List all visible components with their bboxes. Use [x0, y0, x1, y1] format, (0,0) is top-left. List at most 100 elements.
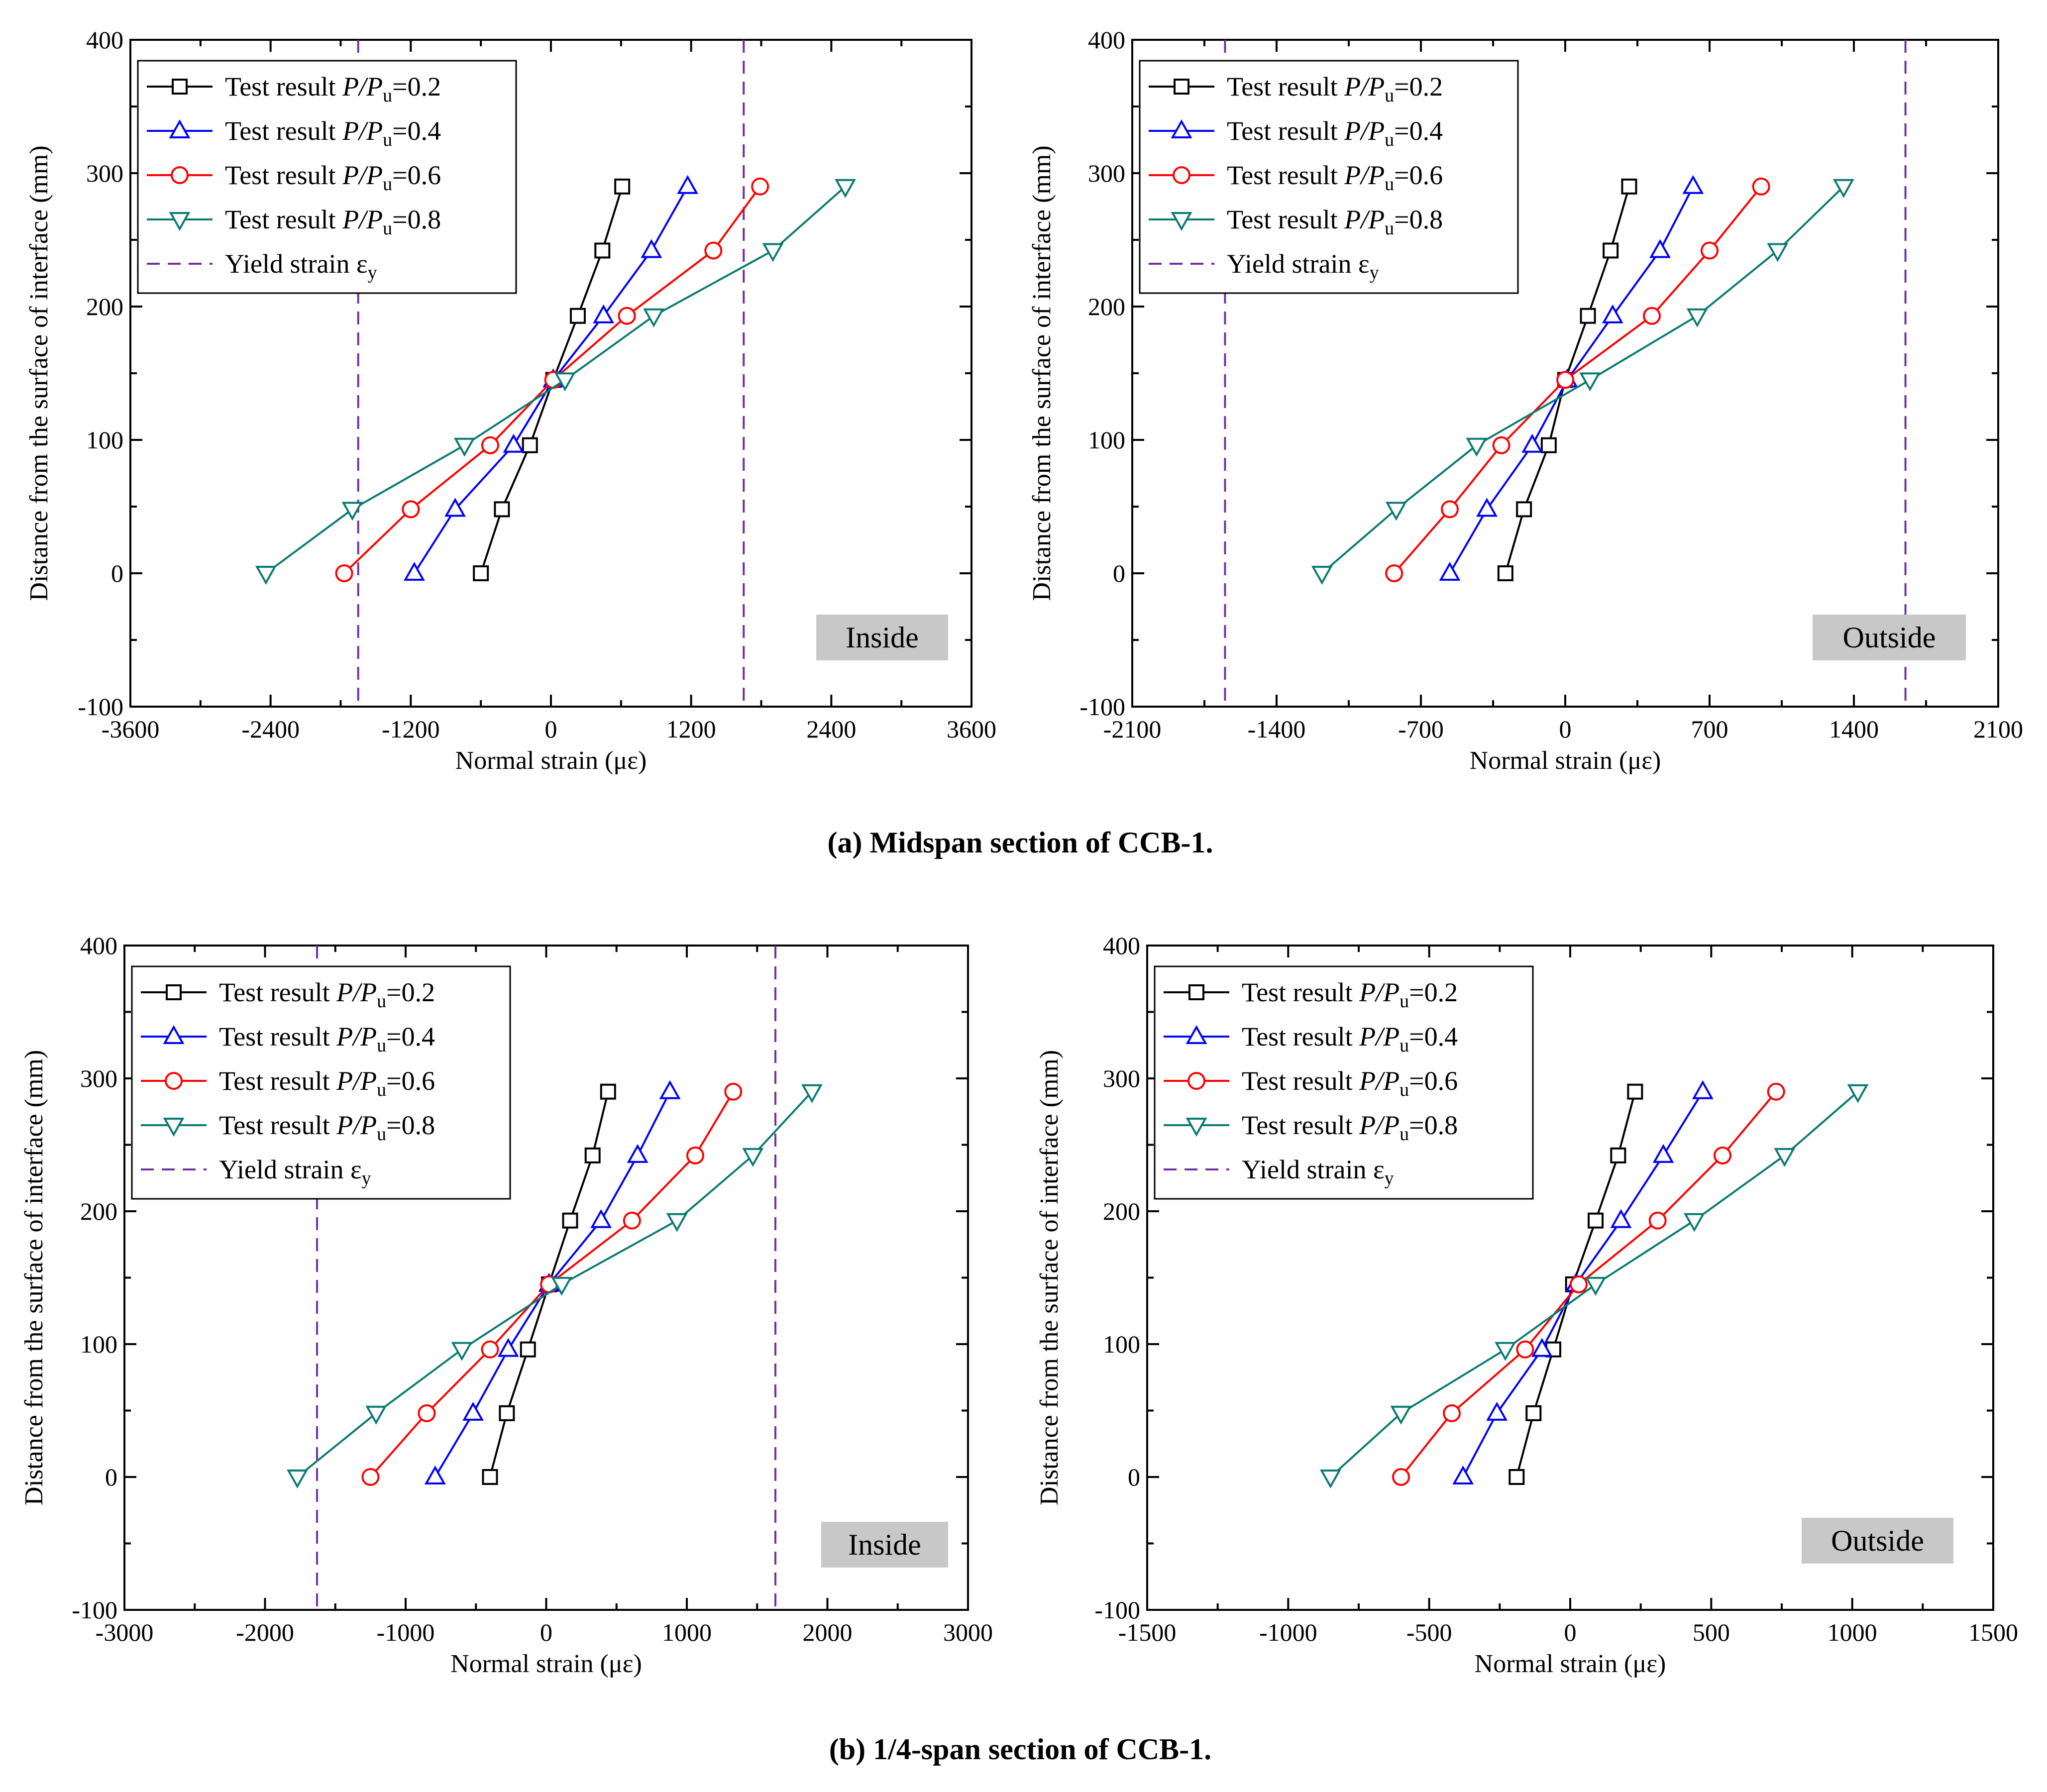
legend-label: Test result P/Pu=0.4 [219, 1022, 435, 1056]
legend-ratio-symbol: P/P [342, 116, 383, 146]
legend-prefix: Test result [1227, 160, 1344, 190]
x-tick-label: 3600 [947, 715, 996, 743]
legend-ratio-value: =0.6 [386, 1066, 435, 1096]
legend-ratio-value: =0.2 [392, 72, 441, 102]
legend-prefix: Test result [1242, 1110, 1359, 1140]
x-axis-title: Normal strain (με) [1470, 746, 1661, 775]
legend-ratio-value: =0.2 [1394, 72, 1443, 102]
legend-ratio-subscript: u [383, 174, 392, 195]
data-point-triangle-up [163, 1025, 185, 1044]
x-axis-title: Normal strain (με) [1475, 1650, 1666, 1678]
legend-yield-subscript: y [368, 262, 377, 283]
data-point-circle [1187, 1072, 1205, 1090]
y-tick-label: 200 [1103, 1197, 1140, 1225]
y-tick-label: 100 [80, 1330, 117, 1358]
legend-label: Test result P/Pu=0.8 [225, 205, 441, 239]
data-point-circle [724, 1082, 743, 1101]
legend-item: Test result P/Pu=0.6 [1149, 160, 1443, 195]
data-point-circle [1385, 564, 1403, 582]
data-point-triangle-up [1185, 1025, 1207, 1044]
y-tick-label: -100 [1079, 693, 1125, 721]
legend-item: Test result P/Pu=0.6 [147, 160, 441, 195]
chart-panels: -3600 -2400 -1200 0 1200 2400 3600-10001002003… [20, 26, 2023, 1678]
legend-ratio-subscript: u [377, 1124, 386, 1145]
data-point-triangle-down [365, 1405, 387, 1425]
data-point-circle [361, 1468, 380, 1486]
legend-item: Test result P/Pu=0.4 [141, 1022, 435, 1056]
data-point-triangle-down [742, 1148, 764, 1167]
data-point-square [166, 984, 182, 1000]
legend-label: Test result P/Pu=0.2 [1242, 977, 1458, 1012]
data-point-triangle-up [1692, 1080, 1714, 1099]
x-tick-label: 2400 [806, 715, 856, 743]
legend-prefix: Test result [1242, 977, 1359, 1007]
legend-prefix: Test result [225, 205, 342, 234]
legend-ratio-subscript: u [1400, 1079, 1409, 1100]
legend-ratio-symbol: P/P [336, 977, 377, 1007]
legend-ratio-symbol: P/P [342, 205, 383, 234]
data-point-triangle-down [551, 1276, 572, 1296]
data-point-triangle-up [497, 1338, 519, 1357]
data-point-circle [686, 1146, 704, 1164]
legend-prefix: Test result [225, 72, 342, 102]
data-point-circle [704, 241, 723, 260]
x-tick-label: -1500 [1118, 1618, 1177, 1646]
data-point-circle [1492, 436, 1510, 454]
data-point-square [1188, 984, 1204, 1000]
data-point-triangle-down [341, 502, 363, 521]
legend-ratio-subscript: u [383, 85, 392, 106]
data-point-triangle-down [287, 1470, 308, 1489]
data-point-square [562, 1212, 578, 1229]
data-point-circle [1516, 1340, 1534, 1359]
legend-yield-label: Yield strain ε [219, 1155, 362, 1184]
x-tick-label: -3000 [96, 1618, 154, 1646]
data-point-triangle-up [169, 119, 191, 138]
data-point-triangle-up [1531, 1338, 1553, 1357]
data-point-triangle-up [677, 175, 699, 194]
legend-label-yield: Yield strain εy [1242, 1155, 1394, 1189]
data-point-triangle-up [1452, 1465, 1474, 1484]
data-point-triangle-up [641, 239, 662, 258]
data-point-square [1508, 1469, 1525, 1485]
legend-item: Test result P/Pu=0.6 [1164, 1066, 1458, 1100]
legend-ratio-subscript: u [377, 991, 386, 1012]
legend-ratio-symbol: P/P [336, 1022, 377, 1052]
data-point-square [1174, 79, 1189, 95]
data-point-circle [1714, 1146, 1731, 1164]
legend-label: Test result P/Pu=0.6 [1227, 160, 1443, 195]
legend-ratio-value: =0.8 [386, 1110, 435, 1140]
data-point-circle [418, 1404, 436, 1422]
x-tick-label: 3000 [943, 1618, 993, 1646]
data-point-square [1540, 437, 1557, 453]
x-tick-label: 1200 [666, 715, 716, 743]
legend-prefix: Test result [219, 977, 336, 1007]
legend-ratio-symbol: P/P [1359, 1110, 1400, 1140]
data-point-triangle-down [835, 179, 856, 198]
data-point-square [614, 178, 631, 195]
legend-item: Test result P/Pu=0.8 [1164, 1110, 1458, 1145]
data-point-triangle-down [451, 1342, 473, 1361]
x-tick-label: -3600 [102, 715, 160, 743]
y-tick-label: 300 [1103, 1064, 1140, 1092]
legend-ratio-value: =0.6 [1394, 160, 1443, 190]
panel-badge-bg [1802, 1518, 1953, 1564]
legend-label: Test result P/Pu=0.4 [1227, 116, 1443, 150]
legend-ratio-value: =0.8 [1409, 1110, 1458, 1140]
x-tick-label: 2000 [803, 1618, 853, 1646]
legend-ratio-symbol: P/P [1344, 72, 1385, 102]
legend-ratio-value: =0.6 [1409, 1066, 1458, 1096]
legend-ratio-subscript: u [1385, 174, 1394, 195]
legend-item: Test result P/Pu=0.4 [1149, 116, 1443, 150]
data-point-triangle-down [1319, 1470, 1341, 1489]
x-tick-label: -1200 [382, 715, 440, 743]
data-point-triangle-down [169, 212, 191, 231]
data-point-triangle-up [1171, 119, 1192, 138]
data-point-triangle-down [666, 1213, 688, 1232]
legend-label: Test result P/Pu=0.2 [225, 72, 441, 106]
legend-prefix: Test result [219, 1066, 336, 1096]
legend-label: Test result P/Pu=0.8 [1227, 205, 1443, 239]
data-point-triangle-up [1649, 239, 1671, 258]
data-point-triangle-up [424, 1465, 446, 1484]
data-point-square [520, 1341, 536, 1358]
